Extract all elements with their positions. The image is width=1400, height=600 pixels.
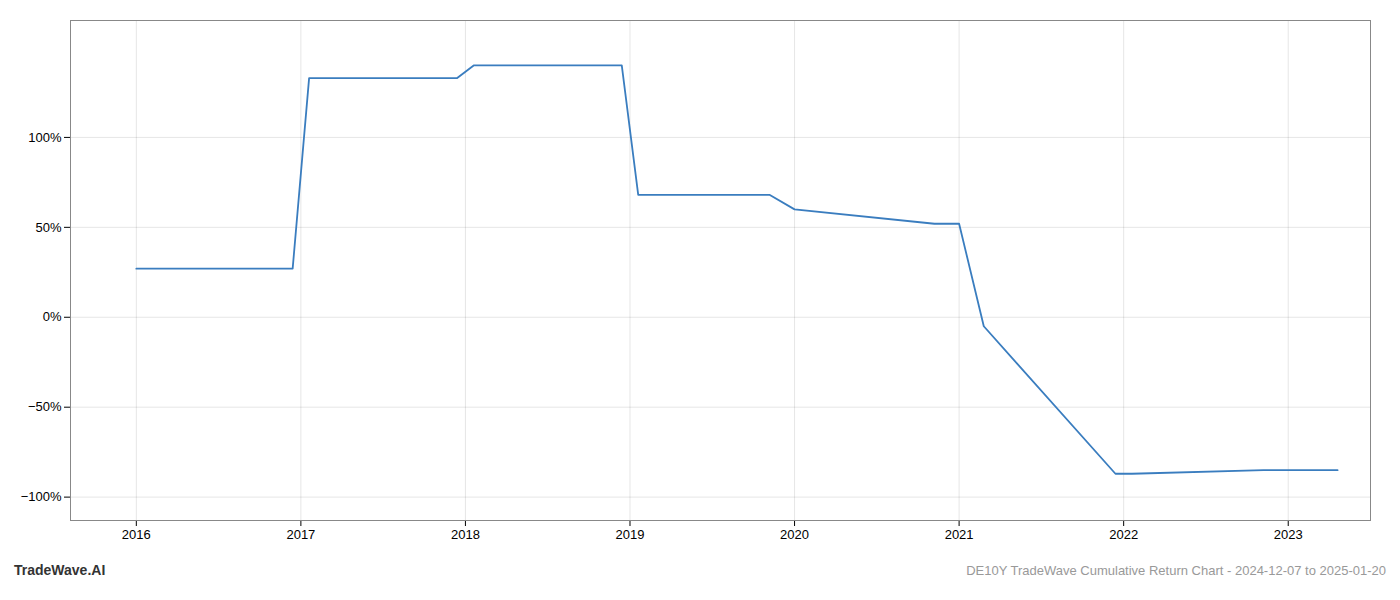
svg-text:0%: 0% bbox=[43, 309, 62, 324]
svg-text:100%: 100% bbox=[28, 130, 62, 145]
svg-text:2021: 2021 bbox=[945, 527, 974, 542]
svg-text:2016: 2016 bbox=[122, 527, 151, 542]
html-text:TradeWave.AI: TradeWave.AI bbox=[14, 562, 106, 578]
svg-text:2022: 2022 bbox=[1109, 527, 1138, 542]
svg-text:50%: 50% bbox=[35, 219, 61, 234]
svg-text:2023: 2023 bbox=[1274, 527, 1303, 542]
svg-text:−100%: −100% bbox=[21, 489, 62, 504]
svg-text:−50%: −50% bbox=[28, 399, 62, 414]
svg-text:2017: 2017 bbox=[286, 527, 315, 542]
svg-text:2018: 2018 bbox=[451, 527, 480, 542]
html-text:DE10Y TradeWave Cumulative Ret: DE10Y TradeWave Cumulative Return Chart … bbox=[966, 563, 1386, 578]
svg-text:2020: 2020 bbox=[780, 527, 809, 542]
svg-text:2019: 2019 bbox=[616, 527, 645, 542]
